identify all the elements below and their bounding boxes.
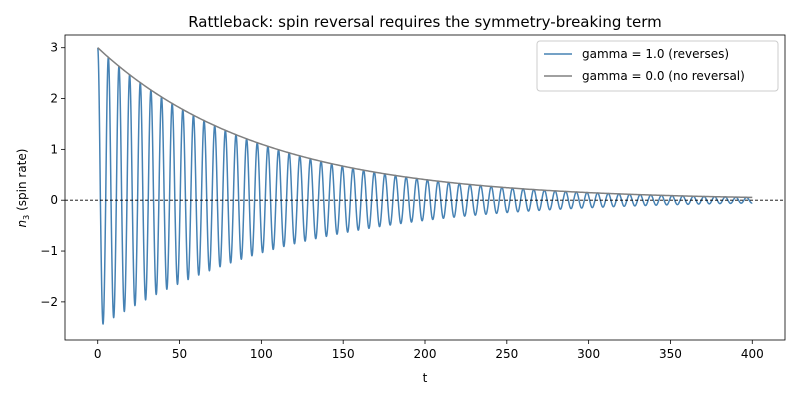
series-layer — [97, 47, 753, 325]
x-tick-label: 400 — [741, 347, 764, 361]
series-line-gamma-1 — [97, 47, 753, 325]
legend: gamma = 1.0 (reverses) gamma = 0.0 (no r… — [536, 40, 779, 92]
legend-label-gamma-1: gamma = 1.0 (reverses) — [582, 47, 729, 61]
y-axis-label-text: (spin rate) — [15, 149, 29, 215]
legend-label-gamma-0: gamma = 0.0 (no reversal) — [582, 69, 745, 83]
x-tick-label: 150 — [332, 347, 355, 361]
y-axis-label: n3 (spin rate) — [15, 149, 31, 228]
y-tick-label: −1 — [40, 244, 58, 258]
y-tick-label: 1 — [50, 142, 58, 156]
x-axis-label: t — [423, 371, 428, 385]
x-tick-label: 50 — [172, 347, 187, 361]
legend-box — [536, 40, 779, 92]
chart-title: Rattleback: spin reversal requires the s… — [188, 13, 662, 31]
x-tick-label: 100 — [250, 347, 273, 361]
y-axis-label-subscript: 3 — [22, 215, 31, 220]
x-tick-label: 300 — [577, 347, 600, 361]
x-tick-label: 350 — [659, 347, 682, 361]
y-axis-label-symbol: n — [15, 220, 29, 228]
y-tick-label: 0 — [50, 193, 58, 207]
y-tick-label: 2 — [50, 92, 58, 106]
y-tick-label: 3 — [50, 41, 58, 55]
x-tick-label: 250 — [495, 347, 518, 361]
x-tick-label: 0 — [94, 347, 102, 361]
plot-area — [64, 34, 786, 341]
y-tick-label: −2 — [40, 295, 58, 309]
x-tick-label: 200 — [414, 347, 437, 361]
series-line-gamma-0 — [97, 47, 753, 199]
y-axis-ticks: −2 −1 0 1 2 3 — [40, 41, 65, 309]
x-axis-ticks: 0 50 100 150 200 250 300 350 400 — [94, 340, 764, 361]
